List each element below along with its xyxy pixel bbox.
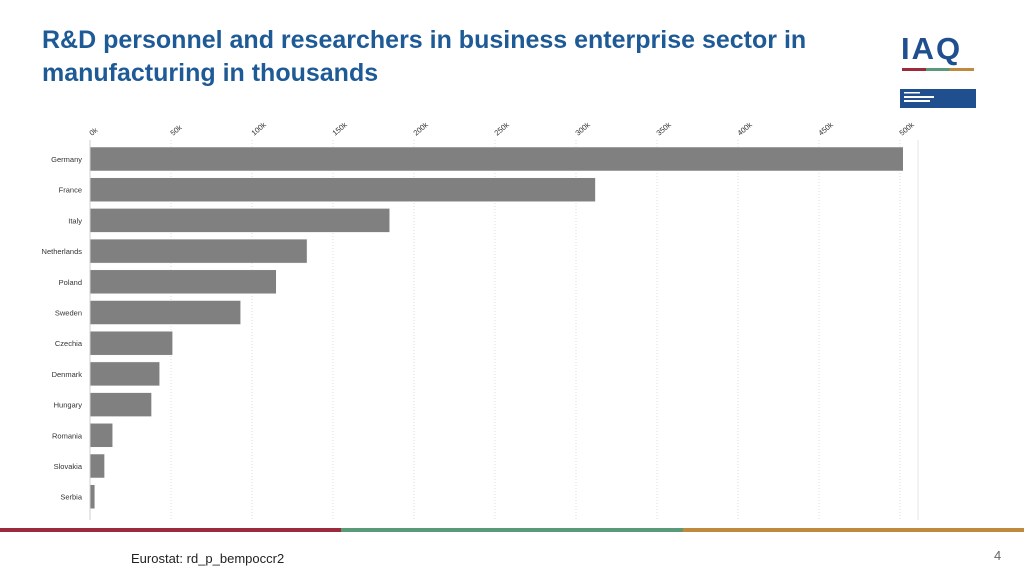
bar: [89, 423, 113, 448]
bar: [89, 177, 596, 202]
page-number: 4: [994, 548, 1002, 563]
bar: [89, 208, 390, 233]
bar: [89, 300, 241, 325]
category-label: Czechia: [55, 339, 83, 348]
category-label: Romania: [52, 431, 83, 440]
bar: [89, 453, 105, 479]
source-note: Eurostat: rd_p_bempoccr2: [131, 551, 285, 566]
footer-stripe-gold: [683, 528, 1024, 532]
category-label: Netherlands: [42, 247, 83, 256]
footer-stripe-green: [341, 528, 683, 532]
category-label: Italy: [68, 216, 82, 225]
category-label: Hungary: [54, 401, 83, 410]
x-tick-label: 50k: [169, 123, 184, 138]
x-tick-label: 150k: [331, 120, 349, 138]
footer-stripe-red: [0, 528, 341, 532]
category-label: France: [59, 186, 82, 195]
x-tick-label: 350k: [655, 120, 673, 138]
category-label: Denmark: [52, 370, 83, 379]
x-tick-label: 100k: [250, 120, 268, 138]
bar: [89, 392, 152, 417]
bar: [89, 484, 96, 509]
university-logo-mark: [904, 92, 934, 102]
logo-underline: [902, 68, 974, 71]
x-tick-label: 0k: [88, 125, 100, 137]
logo-text: IAQ: [901, 31, 963, 66]
bar: [89, 269, 277, 295]
iaq-logo: IAQ: [897, 32, 977, 110]
x-tick-label: 400k: [736, 120, 754, 138]
slide-title: R&D personnel and researchers in busines…: [42, 26, 807, 87]
university-logo: [900, 89, 976, 108]
bar: [89, 361, 160, 387]
x-tick-label: 500k: [898, 120, 916, 138]
bar: [89, 146, 904, 172]
bar: [89, 238, 308, 264]
category-label: Slovakia: [54, 462, 83, 471]
category-label: Serbia: [60, 493, 83, 502]
category-label: Germany: [51, 155, 82, 164]
category-label: Sweden: [55, 309, 82, 318]
x-tick-label: 450k: [817, 120, 835, 138]
category-label: Poland: [59, 278, 82, 287]
chart-svg: 0k 50k 100k 150k 200k 250k 300k 350k 400k 450k 500…: [42, 120, 919, 520]
bar: [89, 330, 173, 356]
x-tick-label: 200k: [412, 120, 430, 138]
x-tick-label: 250k: [493, 120, 511, 138]
x-tick-label: 300k: [574, 120, 592, 138]
bar-chart: 0k 50k 100k 150k 200k 250k 300k 350k 400k 450k 500…: [0, 110, 1024, 525]
